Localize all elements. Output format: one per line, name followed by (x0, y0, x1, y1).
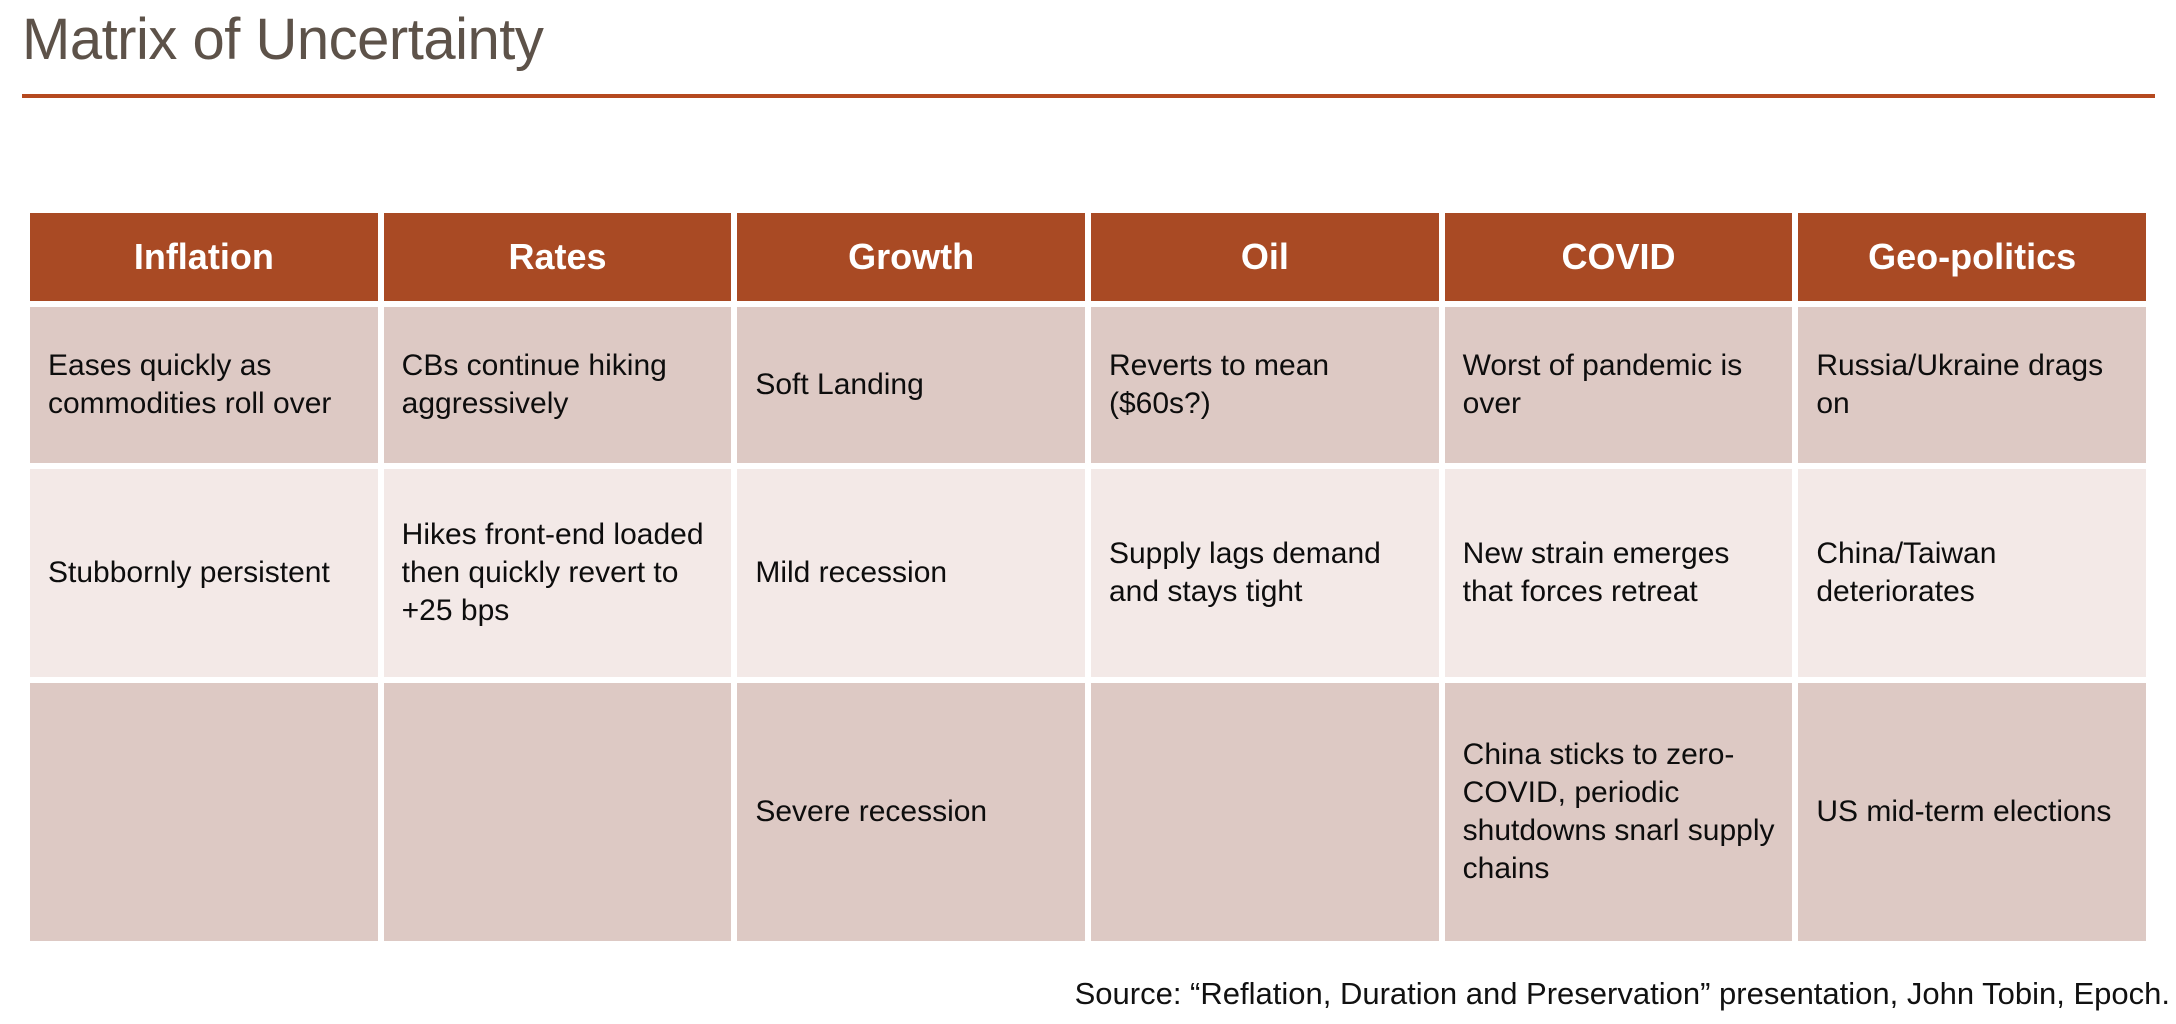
cell-r3-rates (383, 683, 732, 941)
cell-r3-geopolitics: US mid-term elections (1798, 683, 2146, 941)
header-cell-growth: Growth (737, 213, 1085, 301)
header-cell-geopolitics: Geo-politics (1798, 213, 2146, 301)
cell-r1-geopolitics: Russia/Ukraine drags on (1798, 307, 2146, 463)
source-attribution: Source: “Reflation, Duration and Preserv… (1074, 976, 2170, 1011)
header-cell-oil: Oil (1090, 213, 1439, 301)
cell-r2-inflation: Stubbornly persistent (30, 469, 378, 677)
cell-r3-inflation (30, 683, 378, 941)
cell-r2-oil: Supply lags demand and stays tight (1090, 469, 1439, 677)
cell-r3-oil (1090, 683, 1439, 941)
cell-r1-covid: Worst of pandemic is over (1444, 307, 1793, 463)
uncertainty-matrix-table: Inflation Rates Growth Oil COVID Geo-pol… (30, 213, 2146, 941)
title-underline (22, 94, 2155, 98)
cell-r2-rates: Hikes front-end loaded then quickly reve… (383, 469, 732, 677)
cell-r3-covid: China sticks to zero-COVID, periodic shu… (1444, 683, 1793, 941)
cell-r3-growth: Severe recession (737, 683, 1085, 941)
cell-r2-growth: Mild recession (737, 469, 1085, 677)
page-title: Matrix of Uncertainty (22, 7, 544, 72)
cell-r1-rates: CBs continue hiking aggressively (383, 307, 732, 463)
cell-r2-covid: New strain emerges that forces retreat (1444, 469, 1793, 677)
cell-r1-oil: Reverts to mean ($60s?) (1090, 307, 1439, 463)
header-cell-covid: COVID (1444, 213, 1793, 301)
cell-r1-inflation: Eases quickly as commodities roll over (30, 307, 378, 463)
cell-r1-growth: Soft Landing (737, 307, 1085, 463)
header-cell-rates: Rates (383, 213, 732, 301)
header-cell-inflation: Inflation (30, 213, 378, 301)
cell-r2-geopolitics: China/Taiwan deteriorates (1798, 469, 2146, 677)
